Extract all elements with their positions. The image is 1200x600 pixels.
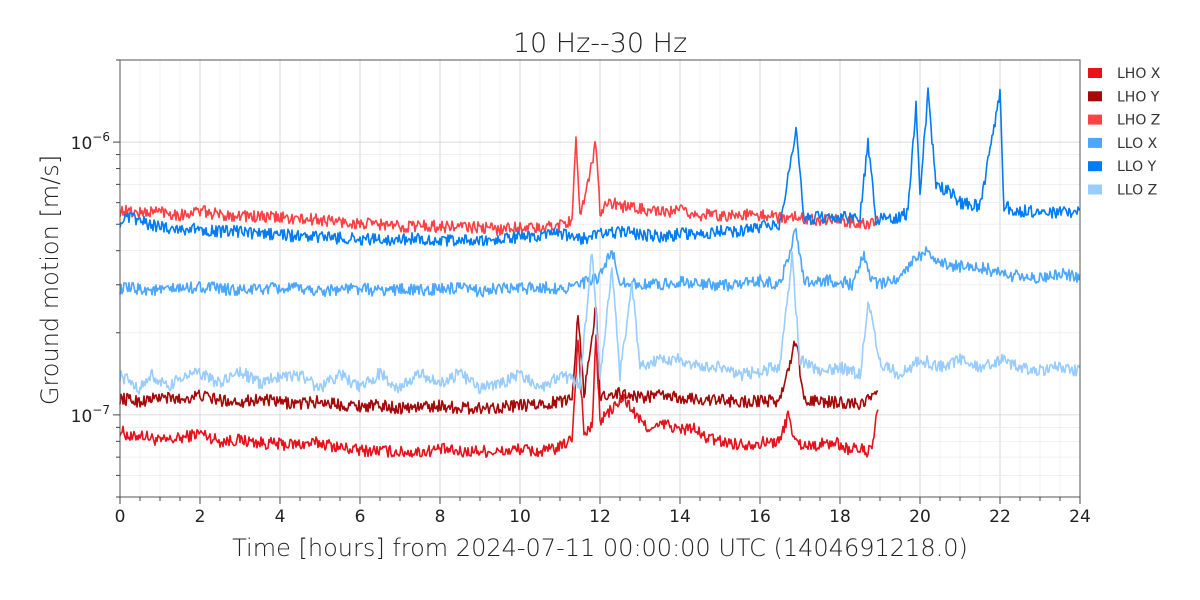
x-tick-label: 12 (589, 507, 611, 527)
series-line-llo-x (119, 227, 1081, 298)
series-line-lho-z (119, 136, 879, 236)
chart-title: 10 Hz--30 Hz (513, 28, 687, 59)
legend-label: LLO Y (1117, 159, 1157, 175)
x-tick-label: 20 (909, 507, 931, 527)
x-tick-label: 8 (435, 507, 446, 527)
x-tick-label: 4 (275, 507, 286, 527)
x-tick-label: 24 (1069, 507, 1091, 527)
x-tick-label: 18 (829, 507, 851, 527)
y-tick-label: 10−6 (71, 130, 110, 154)
plot-area (119, 87, 1081, 458)
legend-label: LHO Y (1117, 89, 1160, 105)
x-tick-label: 0 (115, 507, 126, 527)
x-tick-label: 16 (749, 507, 771, 527)
series-line-llo-y (119, 87, 1081, 247)
legend-swatch (1088, 161, 1102, 172)
x-tick-label: 2 (195, 507, 206, 527)
x-tick-label: 10 (509, 507, 531, 527)
y-axis-label: Ground motion [m/s] (36, 155, 64, 405)
y-axis: 10−6 10−7 (71, 59, 120, 498)
legend-label: LLO X (1117, 136, 1158, 152)
series-line-llo-z (119, 250, 1081, 395)
legend-swatch (1088, 68, 1102, 78)
y-tick-label: 10−7 (71, 403, 110, 427)
legend-label: LHO Z (1117, 113, 1160, 129)
legend-swatch (1088, 114, 1102, 125)
legend-swatch (1088, 91, 1102, 102)
legend: LHO X LHO Y LHO Z LLO X LLO Y LLO Z (1088, 66, 1161, 199)
x-tick-label: 6 (355, 507, 366, 527)
grid (119, 59, 1081, 498)
x-tick-label: 14 (669, 507, 691, 527)
x-axis: 0 2 4 6 8 10 12 14 16 18 20 22 24 (115, 497, 1091, 527)
series-line-lho-y (119, 306, 879, 415)
series-line-lho-x (119, 334, 879, 458)
legend-swatch (1088, 137, 1102, 148)
legend-swatch (1088, 184, 1102, 195)
x-tick-label: 22 (989, 507, 1011, 527)
legend-label: LLO Z (1117, 183, 1157, 199)
x-axis-label: Time [hours] from 2024-07-11 00:00:00 UT… (232, 534, 968, 562)
legend-label: LHO X (1117, 66, 1161, 82)
